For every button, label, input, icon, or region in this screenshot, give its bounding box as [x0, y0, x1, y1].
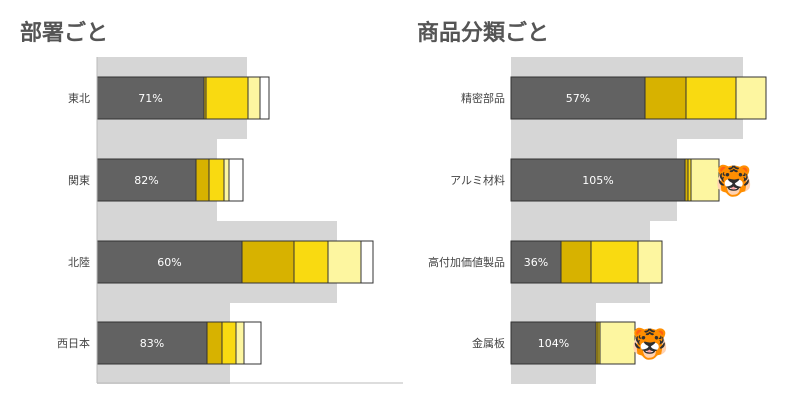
threshold-band — [637, 240, 663, 284]
percent-label: 36% — [524, 256, 548, 269]
actual-bar — [510, 240, 562, 284]
actual-bar — [96, 321, 208, 365]
panel-title: 部署ごと — [20, 21, 109, 46]
threshold-band — [360, 240, 374, 284]
threshold-band — [205, 76, 249, 120]
tiger-icon: 🐯 — [715, 162, 752, 199]
category-label: 精密部品 — [461, 91, 505, 105]
threshold-band — [241, 240, 295, 284]
threshold-band — [223, 158, 230, 202]
department-chart: 東北 71% 関東 82% 北陸 60% 西日本 83% — [57, 57, 403, 384]
threshold-band — [221, 321, 237, 365]
threshold-band — [690, 158, 720, 202]
threshold-band — [599, 321, 636, 365]
threshold-band — [259, 76, 270, 120]
threshold-band — [644, 76, 687, 120]
percent-label: 71% — [138, 92, 162, 105]
panel-by-department: 部署ごと 東北 71% 関東 82% 北陸 60% 西日本 83% — [20, 21, 403, 384]
percent-label: 60% — [157, 256, 181, 269]
panel-by-product: 商品分類ごと 精密部品 57% アルミ材料 105% 🐯 高付加価値製品 36% 金属板 104… — [405, 0, 806, 405]
threshold-band — [243, 321, 262, 365]
actual-bar — [510, 321, 597, 365]
threshold-band — [735, 76, 767, 120]
percent-label: 83% — [140, 337, 164, 350]
threshold-band — [327, 240, 362, 284]
percent-label: 104% — [538, 337, 569, 350]
panel-title: 商品分類ごと — [417, 21, 550, 46]
threshold-band — [195, 158, 210, 202]
threshold-band — [590, 240, 639, 284]
category-label: 関東 — [68, 174, 90, 187]
threshold-band — [206, 321, 223, 365]
actual-bar — [510, 158, 686, 202]
threshold-band — [235, 321, 245, 365]
product-chart: 精密部品 57% アルミ材料 105% 🐯 高付加価値製品 36% 金属板 104% 🐯 — [428, 57, 767, 384]
category-label: 高付加価値製品 — [428, 255, 505, 269]
threshold-band — [560, 240, 592, 284]
category-label: 北陸 — [68, 256, 90, 269]
tiger-icon: 🐯 — [631, 325, 668, 362]
threshold-band — [208, 158, 225, 202]
category-label: 西日本 — [57, 336, 90, 350]
percent-label: 57% — [566, 92, 590, 105]
category-label: 金属板 — [472, 336, 505, 350]
threshold-band — [293, 240, 329, 284]
category-label: アルミ材料 — [450, 173, 505, 187]
percent-label: 105% — [582, 174, 613, 187]
actual-bar — [96, 76, 205, 120]
actual-bar — [96, 240, 243, 284]
threshold-band — [685, 76, 737, 120]
percent-label: 82% — [134, 174, 158, 187]
threshold-band — [228, 158, 244, 202]
actual-bar — [510, 76, 646, 120]
category-label: 東北 — [68, 92, 90, 105]
threshold-band — [247, 76, 261, 120]
